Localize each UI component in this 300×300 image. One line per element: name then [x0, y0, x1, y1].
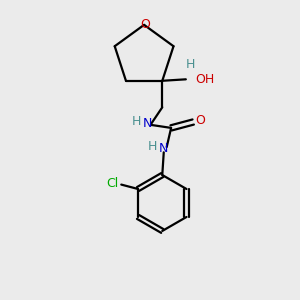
Text: N: N — [159, 142, 168, 155]
Text: OH: OH — [195, 73, 214, 86]
Text: H: H — [148, 140, 158, 153]
Text: H: H — [132, 115, 141, 128]
Text: Cl: Cl — [106, 177, 118, 190]
Text: O: O — [196, 114, 206, 127]
Text: N: N — [143, 117, 152, 130]
Text: H: H — [186, 58, 195, 71]
Text: O: O — [141, 18, 151, 31]
